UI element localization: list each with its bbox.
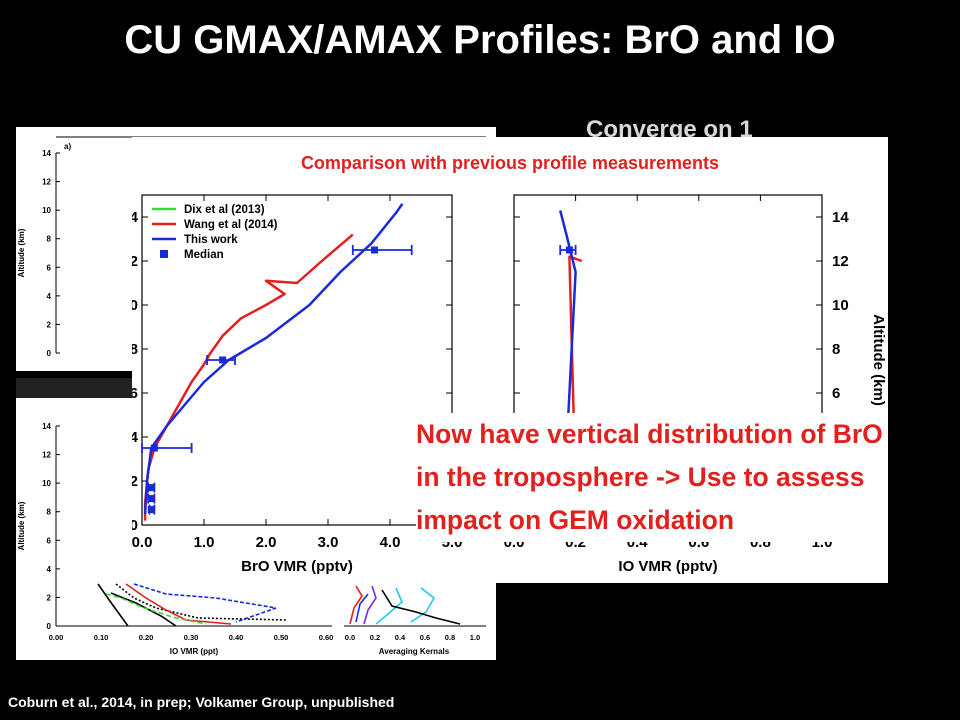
io-median-point — [565, 246, 573, 254]
bg-right-xlabel: Averaging Kernals — [379, 647, 450, 656]
bg-profile-line — [115, 583, 287, 621]
bro-xtick-label: 4.0 — [380, 534, 401, 551]
io-xlabel: IO VMR (pptv) — [618, 558, 717, 575]
bro-ytick-label: 12 — [132, 253, 138, 270]
bg-ytick-label: 10 — [42, 479, 51, 488]
bg-ytick-label: 6 — [47, 536, 52, 545]
bg-profile-line — [125, 583, 232, 625]
bro-ytick-label: 0 — [132, 517, 138, 534]
io-ylabel: Altitude (km) — [870, 314, 887, 406]
bg-ytick-label: 6 — [47, 263, 52, 272]
bg-right-xtick-label: 0.2 — [370, 633, 380, 642]
bro-median-point — [147, 506, 155, 514]
bro-median-point — [219, 356, 227, 364]
bg-left-xtick-label: 0.60 — [319, 633, 334, 642]
callout-text: Now have vertical distribution of BrO in… — [416, 413, 886, 542]
bg-ytick-label: 10 — [42, 206, 51, 215]
bro-xtick-label: 3.0 — [318, 534, 339, 551]
bg-ytick-label: 8 — [47, 508, 52, 517]
bro-median-point — [371, 246, 378, 254]
bg-ytick-label: 14 — [42, 149, 51, 158]
bg-profile-line — [97, 583, 129, 627]
bg-ytick-label: 14 — [42, 422, 51, 431]
bg-right-xtick-label: 0.0 — [345, 633, 355, 642]
bg-ylabel: Altitude (km) — [17, 501, 26, 550]
bg-profile-line — [363, 585, 377, 625]
bro-frame — [141, 194, 453, 526]
bg-left-xtick-label: 0.10 — [94, 633, 109, 642]
comparison-figure: 0.01.02.03.04.05.002468101214BrO VMR (pp… — [132, 137, 888, 583]
bg-right-xtick-label: 0.4 — [395, 633, 406, 642]
io-ytick-label: 12 — [832, 253, 849, 270]
slide-title: CU GMAX/AMAX Profiles: BrO and IO — [124, 18, 836, 62]
bro-chart: 0.01.02.03.04.05.002468101214BrO VMR (pp… — [132, 194, 462, 575]
bg-ytick-label: 2 — [47, 593, 52, 602]
bro-xtick-label: 0.0 — [132, 534, 152, 551]
bro-xtick-label: 1.0 — [194, 534, 215, 551]
bg-left-xtick-label: 0.50 — [274, 633, 289, 642]
bg-ytick-label: 0 — [47, 622, 52, 631]
bro-ytick-label: 10 — [132, 297, 138, 314]
bg-profile-line — [375, 587, 403, 625]
bro-ytick-label: 14 — [132, 209, 139, 226]
bg-profile-line — [355, 593, 369, 623]
bg-right-xtick-label: 0.6 — [420, 633, 430, 642]
io-ytick-label: 14 — [832, 209, 849, 226]
legend-entry: Wang et al (2014) — [184, 219, 278, 231]
bg-profile-line — [349, 585, 363, 625]
bg-ylabel: Altitude (km) — [17, 228, 26, 277]
bg-panel-label: a) — [64, 142, 71, 151]
legend-entry: Median — [184, 249, 224, 261]
bg-profile-line — [133, 583, 277, 623]
bg-profile-line — [381, 589, 461, 625]
bro-xtick-label: 2.0 — [256, 534, 277, 551]
bro-median-point — [147, 484, 155, 492]
bg-left-xlabel: IO VMR (ppt) — [170, 647, 219, 656]
bg-left-xtick-label: 0.30 — [184, 633, 199, 642]
bg-profile-line — [105, 593, 207, 625]
bg-ytick-label: 2 — [47, 320, 52, 329]
bg-right-xtick-label: 1.0 — [470, 633, 480, 642]
legend-entry: This work — [184, 234, 238, 246]
io-ytick-label: 6 — [832, 385, 840, 402]
citation: Coburn et al., 2014, in prep; Volkamer G… — [8, 694, 395, 710]
bg-ytick-label: 12 — [42, 451, 51, 460]
bg-profile-line — [410, 587, 436, 623]
bro-median-point — [150, 444, 158, 452]
bg-ytick-label: 12 — [42, 178, 51, 187]
bro-ytick-label: 4 — [132, 429, 139, 446]
legend-swatch — [160, 250, 168, 258]
bg-left-xtick-label: 0.00 — [49, 633, 64, 642]
comparison-title: Comparison with previous profile measure… — [300, 153, 720, 173]
bg-left-xtick-label: 0.20 — [139, 633, 154, 642]
bro-ytick-label: 2 — [132, 473, 138, 490]
bro-ytick-label: 8 — [132, 341, 138, 358]
bro-xlabel: BrO VMR (pptv) — [241, 558, 353, 575]
bg-ytick-label: 4 — [47, 292, 52, 301]
bg-ytick-label: 8 — [47, 235, 52, 244]
legend-entry: Dix et al (2013) — [184, 204, 265, 216]
bg-left-xtick-label: 0.40 — [229, 633, 244, 642]
bg-profile-line — [110, 592, 177, 627]
bg-ytick-label: 4 — [47, 565, 52, 574]
io-ytick-label: 10 — [832, 297, 849, 314]
bro-series-red — [143, 233, 354, 521]
bg-right-xtick-label: 0.8 — [445, 633, 455, 642]
bg-ytick-label: 0 — [47, 349, 52, 358]
bro-ytick-label: 6 — [132, 385, 138, 402]
bro-median-point — [147, 495, 155, 503]
io-ytick-label: 8 — [832, 341, 840, 358]
